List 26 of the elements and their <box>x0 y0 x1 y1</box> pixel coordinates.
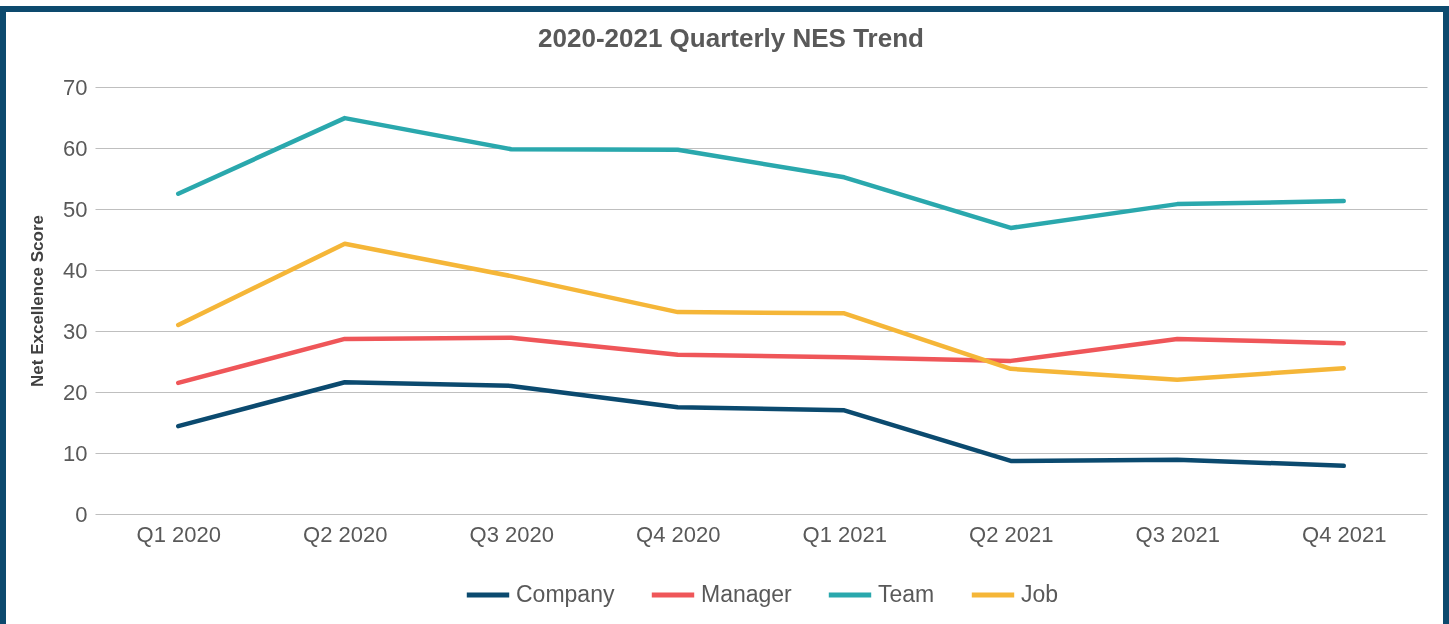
x-tick-label: Q4 2021 <box>1302 521 1387 547</box>
x-tick-label: Q4 2020 <box>636 521 721 547</box>
y-tick-label: 50 <box>63 196 88 222</box>
x-tick-label: Q3 2020 <box>469 521 554 547</box>
x-tick-label: Q2 2021 <box>969 521 1054 547</box>
y-tick-label: 30 <box>63 318 88 344</box>
x-tick-label: Q1 2021 <box>802 521 887 547</box>
y-tick-label: 40 <box>63 257 88 283</box>
chart-title: 2020-2021 Quarterly NES Trend <box>538 23 924 53</box>
y-tick-label: 10 <box>63 440 88 466</box>
legend-label: Company <box>516 581 615 607</box>
y-axis-title: Net Excellence Score <box>28 215 48 387</box>
line-series <box>176 335 1346 386</box>
x-tick-label: Q3 2021 <box>1135 521 1220 547</box>
y-tick-label: 70 <box>63 74 88 100</box>
legend-label: Job <box>1021 581 1059 607</box>
line-series <box>176 241 1346 383</box>
x-tick-label: Q1 2020 <box>136 521 221 547</box>
x-tick-label: Q2 2020 <box>303 521 388 547</box>
line-series <box>176 379 1346 469</box>
line-series <box>176 115 1346 231</box>
legend-label: Manager <box>701 581 793 607</box>
y-tick-label: 0 <box>75 501 88 527</box>
legend-label: Team <box>878 581 935 607</box>
y-tick-label: 60 <box>63 135 88 161</box>
y-tick-label: 20 <box>63 379 88 405</box>
